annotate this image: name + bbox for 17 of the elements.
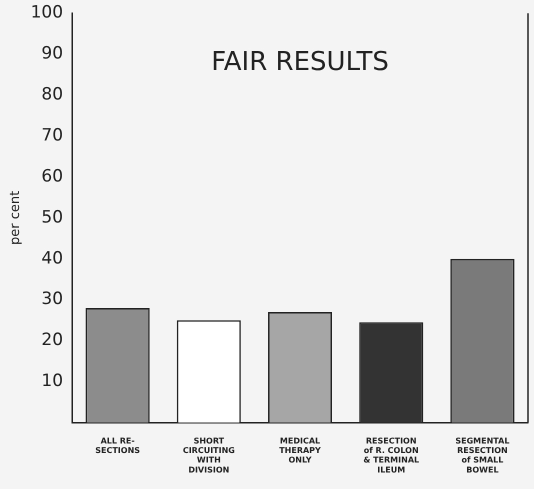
x-tick-label: ALL RE- SECTIONS xyxy=(95,436,140,456)
x-tick-label: RESECTION of R. COLON & TERMINAL ILEUM xyxy=(363,436,420,474)
y-tick-label: 80 xyxy=(41,84,64,104)
y-axis-title: per cent xyxy=(8,190,24,246)
y-tick-label: 70 xyxy=(41,125,64,146)
y-tick-label: 30 xyxy=(41,289,64,310)
y-tick-label: 50 xyxy=(41,207,64,228)
x-tick-label: MEDICAL THERAPY ONLY xyxy=(279,436,322,465)
x-tick-label: SEGMENTAL RESECTION of SMALL BOWEL xyxy=(455,436,510,474)
y-tick-label: 90 xyxy=(41,44,64,64)
y-tick-label: 60 xyxy=(41,166,64,186)
x-tick-label: SHORT CIRCUITING WITH DIVISION xyxy=(182,436,235,474)
y-tick-label: 100 xyxy=(30,2,64,23)
text: FAIR RESULTS xyxy=(211,46,389,77)
y-tick-label: 40 xyxy=(41,248,64,268)
y-tick-label: 20 xyxy=(41,330,64,350)
y-tick-label: 10 xyxy=(41,371,64,392)
